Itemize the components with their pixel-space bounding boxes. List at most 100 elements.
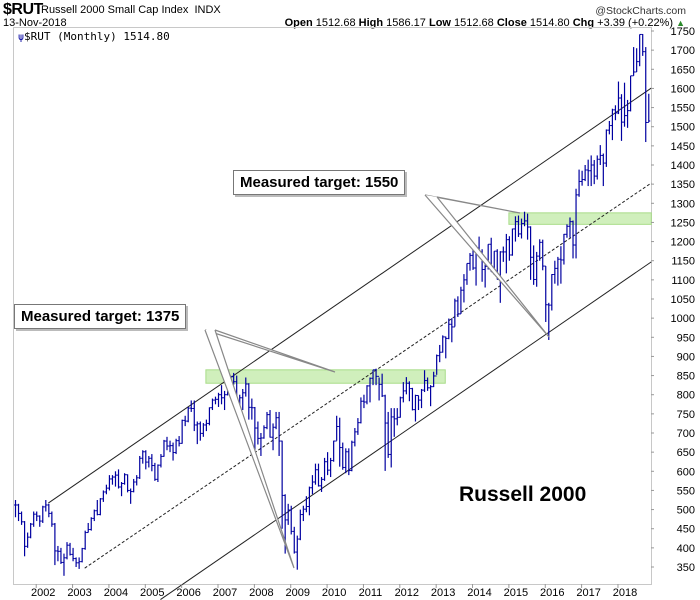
- y-tick-label: 1500: [671, 122, 695, 134]
- ohlc-bar: [504, 233, 508, 274]
- y-tick-label: 1650: [671, 64, 695, 76]
- ohlc-bar: [613, 105, 617, 121]
- ohlc-bar: [429, 385, 433, 407]
- ohlc-bar: [395, 408, 399, 426]
- ohlc-bar: [398, 396, 402, 418]
- ohlc-bar: [159, 454, 163, 468]
- ohlc-bar: [547, 302, 551, 340]
- ohlc-bar: [416, 394, 420, 411]
- ohlc-bar: [292, 526, 296, 554]
- ohlc-bar: [438, 344, 442, 363]
- ohlc-bar: [565, 224, 569, 238]
- ohlc-bar: [126, 474, 130, 493]
- ohlc-bar: [362, 394, 366, 409]
- ohlc-bar: [301, 505, 305, 522]
- ohlc-bar: [647, 93, 651, 124]
- copyright: @StockCharts.com: [595, 5, 686, 17]
- close-value: 1514.80: [529, 17, 570, 29]
- ohlc-bar: [41, 505, 45, 523]
- ohlc-bar: [347, 448, 351, 476]
- ohlc-bar: [323, 457, 327, 481]
- pointer-1375-zone: [204, 329, 336, 373]
- low-label: Low: [428, 17, 451, 29]
- ohlc-bar: [368, 377, 372, 403]
- ohlc-bar: [317, 463, 320, 487]
- y-tick-label: 550: [677, 485, 695, 497]
- ohlc-bar: [129, 488, 133, 504]
- ohlc-bar: [144, 450, 148, 470]
- ohlc-bar: [338, 417, 342, 467]
- ohlc-bar: [286, 503, 290, 525]
- ohlc-bar: [520, 218, 524, 239]
- ohlc-bar: [616, 81, 620, 115]
- ohlc-bar: [213, 396, 217, 405]
- target-zone: [205, 369, 446, 384]
- ohlc-bar: [607, 120, 611, 135]
- y-tick-label: 1000: [671, 313, 695, 325]
- ohlc-bar: [501, 246, 505, 262]
- ohlc-bar: [583, 165, 587, 182]
- open-value: 1512.68: [315, 17, 356, 29]
- ohlc-bar: [14, 500, 17, 518]
- ohlc-bar: [192, 400, 196, 432]
- trendline-dashed: [84, 182, 652, 569]
- ohlc-bar: [26, 532, 30, 548]
- ohlc-bar: [165, 436, 169, 451]
- ohlc-bar: [459, 286, 463, 315]
- ohlc-bar: [132, 478, 136, 493]
- ohlc-bar: [195, 421, 199, 445]
- ohlc-bar: [604, 129, 608, 167]
- ohlc-bar: [380, 373, 384, 398]
- ohlc-bar: [262, 425, 266, 439]
- ohlc-bar: [271, 423, 275, 451]
- ohlc-bar: [365, 385, 369, 405]
- ohlc-bar: [574, 188, 578, 259]
- ohlc-bar: [62, 553, 66, 576]
- ohlc-bar: [441, 335, 445, 353]
- y-tick-label: 500: [677, 505, 695, 517]
- ohlc-bar: [313, 463, 317, 485]
- ohlc-bar: [320, 477, 324, 492]
- ohlc-bar: [626, 99, 630, 128]
- ohlc-bar: [326, 452, 330, 476]
- ohlc-bar: [559, 246, 563, 284]
- quote-bar: Open 1512.68 High 1586.17 Low 1512.68 Cl…: [285, 17, 685, 29]
- ohlc-bar: [59, 547, 63, 564]
- ohlc-bar: [101, 490, 105, 502]
- pointer-1375-low: [204, 329, 295, 569]
- ohlc-bar: [410, 387, 414, 411]
- ohlc-bar: [29, 522, 33, 539]
- ohlc-bar: [332, 440, 336, 462]
- ohlc-bar: [468, 253, 472, 271]
- ohlc-bar: [580, 170, 584, 186]
- ohlc-bar: [356, 418, 360, 435]
- index-name: Russell 2000 Small Cap Index INDX: [41, 4, 221, 16]
- ohlc-bar: [141, 450, 145, 464]
- ohlc-bar: [289, 505, 293, 535]
- ohlc-bar: [247, 383, 251, 420]
- ohlc-bar: [392, 408, 396, 437]
- ohlc-bar: [341, 442, 345, 470]
- ohlc-bar: [553, 260, 557, 284]
- ohlc-bar: [538, 239, 542, 261]
- ohlc-bar: [447, 318, 451, 340]
- ohlc-bar: [117, 469, 121, 489]
- ohlc-bar: [268, 410, 272, 438]
- ohlc-bar: [56, 545, 60, 562]
- close-label: Close: [496, 17, 527, 29]
- x-tick-label: 2003: [67, 587, 91, 599]
- legend-text: $RUT (Monthly) 1514.80: [24, 30, 170, 43]
- ohlc-bar: [232, 372, 236, 385]
- ohlc-bar: [516, 215, 520, 237]
- ohlc-bar: [180, 419, 184, 444]
- y-tick-label: 1350: [671, 179, 695, 191]
- x-tick-label: 2017: [576, 587, 600, 599]
- ohlc-bar: [371, 369, 375, 386]
- x-tick-label: 2005: [140, 587, 164, 599]
- open-label: Open: [284, 17, 313, 29]
- ohlc-bar: [110, 475, 114, 485]
- ohlc-bar: [595, 155, 599, 180]
- symbol: $RUT: [3, 1, 43, 18]
- ohlc-bar: [123, 473, 127, 485]
- ohlc-bar: [135, 475, 139, 486]
